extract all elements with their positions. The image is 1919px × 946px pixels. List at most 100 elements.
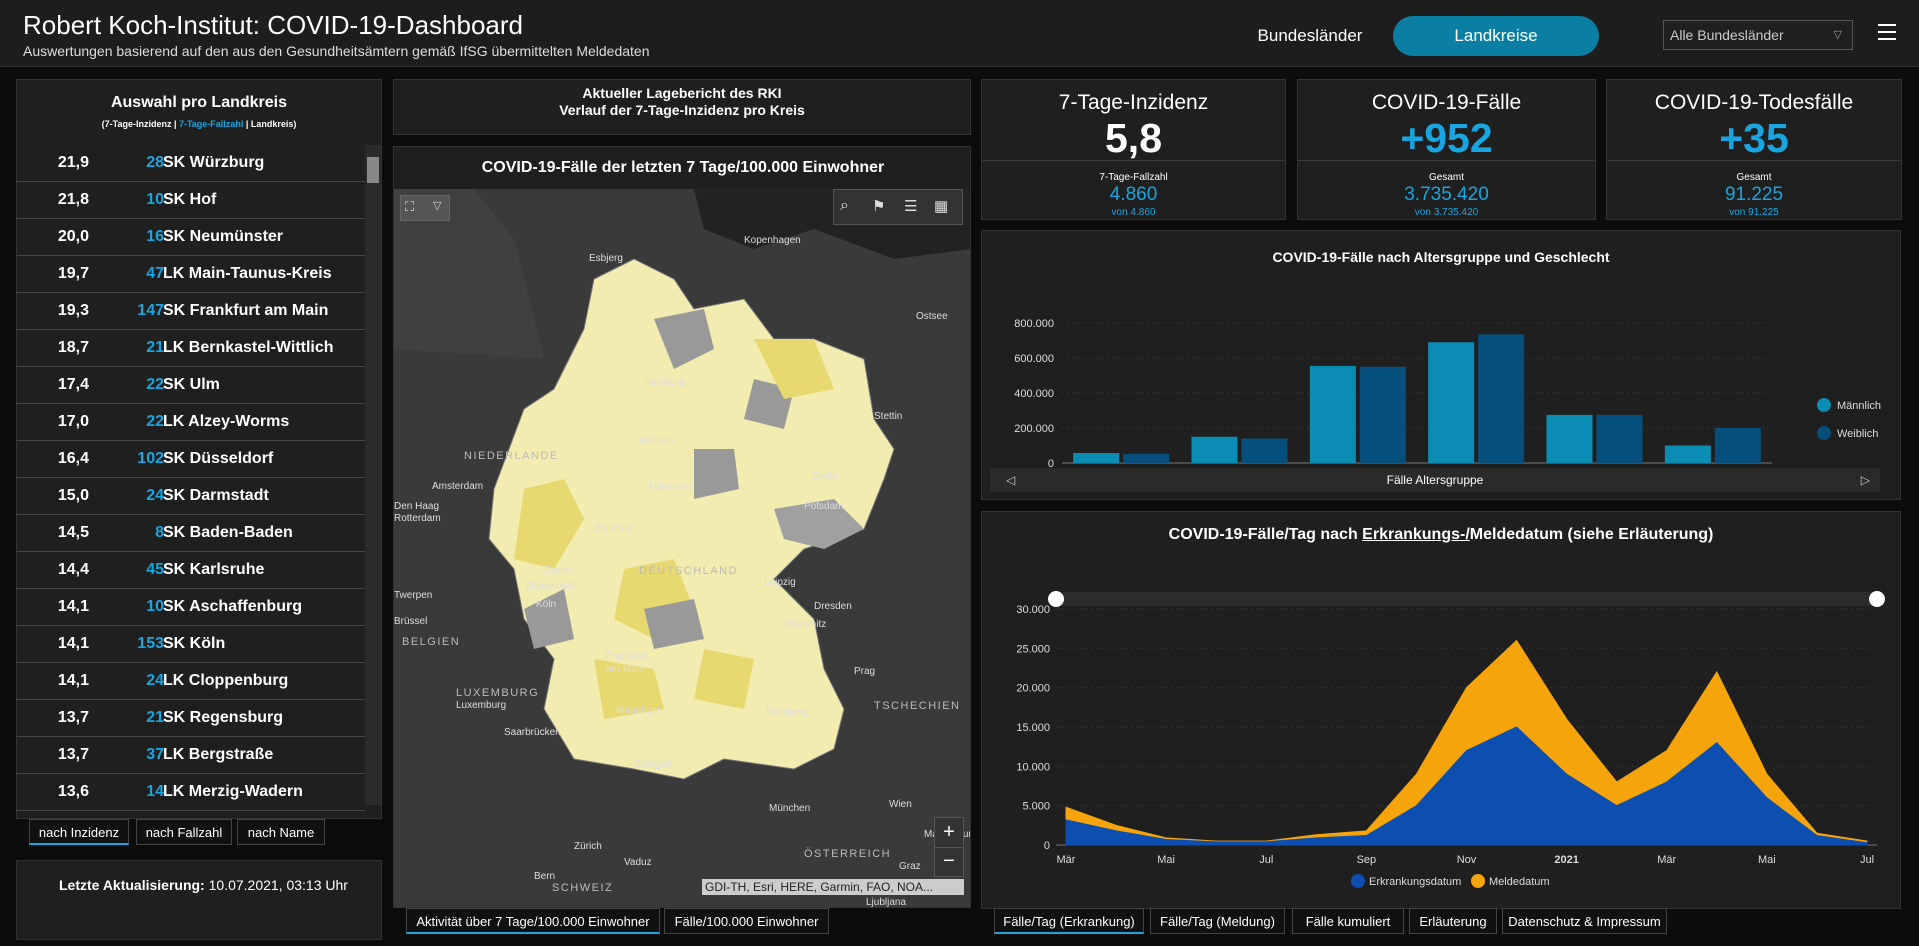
list-item[interactable]: 15,0 24 SK Darmstadt — [17, 478, 365, 515]
rki-report-link[interactable]: Aktueller Lagebericht des RKI Verlauf de… — [393, 79, 971, 135]
list-item[interactable]: 13,7 21 SK Regensburg — [17, 700, 365, 737]
basemap-icon[interactable]: ▦ — [934, 198, 949, 215]
stat-title: 7-Tage-Inzidenz — [1058, 91, 1209, 114]
landkreis-name: SK Karlsruhe — [163, 561, 265, 578]
tab-sort-name[interactable]: nach Name — [237, 819, 325, 845]
map-place-label: Kopenhagen — [744, 235, 801, 246]
inzidenz-value: 18,7 — [57, 339, 89, 356]
page-title: Robert Koch-Institut: COVID-19-Dashboard — [23, 10, 523, 40]
area-series — [1065, 726, 1868, 846]
y-tick-label: 5.000 — [1022, 801, 1050, 813]
search-icon[interactable]: ⌕ — [840, 197, 849, 214]
list-item[interactable]: 20,0 16 SK Neumünster — [17, 219, 365, 256]
tab-faelle-meldung[interactable]: Fälle/Tag (Meldung) — [1150, 908, 1285, 934]
chevron-down-icon: ▽ — [1833, 29, 1842, 41]
bar — [1596, 414, 1643, 463]
range-slider-track — [1056, 592, 1877, 606]
list-item[interactable]: 17,0 22 LK Alzey-Worms — [17, 404, 365, 441]
list-item[interactable]: 16,4 102 SK Düsseldorf — [17, 441, 365, 478]
stat-label: Gesamt — [1736, 172, 1772, 183]
landkreis-list-panel: Auswahl pro Landkreis (7-Tage-Inzidenz |… — [16, 79, 382, 819]
y-tick-label: 0 — [1044, 840, 1050, 852]
list-item[interactable]: 13,7 37 LK Bergstraße — [17, 737, 365, 774]
zoom-out-button[interactable]: − — [943, 850, 955, 872]
stat-label: Gesamt — [1428, 172, 1464, 183]
y-tick-label: 200.000 — [1014, 423, 1054, 435]
list-item[interactable]: 17,4 22 SK Ulm — [17, 367, 365, 404]
list-item[interactable]: 14,4 45 SK Karlsruhe — [17, 552, 365, 589]
fallzahl-value: 45 — [146, 561, 164, 578]
tab-sort-inzidenz[interactable]: nach Inzidenz — [29, 819, 129, 845]
bar — [1546, 414, 1593, 463]
fallzahl-value: 37 — [146, 746, 164, 763]
stat-sub-note: von 3.735.420 — [1414, 207, 1479, 218]
list-item[interactable]: 21,9 28 SK Würzburg — [17, 145, 365, 182]
hamburger-menu-icon[interactable] — [1878, 24, 1896, 40]
stat-inzidenz: 7-Tage-Inzidenz 5,8 7-Tage-Fallzahl 4.86… — [981, 79, 1286, 220]
landkreis-name: LK Cloppenburg — [163, 672, 289, 689]
landkreis-name: SK Baden-Baden — [163, 524, 293, 541]
map-place-label: Graz — [899, 861, 921, 872]
landkreis-name: SK Düsseldorf — [163, 450, 274, 467]
bookmark-icon[interactable]: ⚑ — [872, 198, 886, 215]
bar — [1428, 342, 1475, 463]
scroll-thumb[interactable] — [367, 157, 379, 183]
landkreis-name: SK Würzburg — [163, 154, 265, 171]
inzidenz-value: 16,4 — [57, 450, 89, 467]
fallzahl-value: 22 — [146, 376, 164, 393]
list-item[interactable]: 21,8 10 SK Hof — [17, 182, 365, 219]
tab-erlaeuterung[interactable]: Erläuterung — [1409, 908, 1497, 934]
list-scrollbar[interactable] — [365, 145, 381, 805]
nav-bundeslaender-button[interactable]: Bundesländer — [1257, 26, 1363, 45]
y-tick-label: 20.000 — [1016, 683, 1050, 695]
zoom-in-button[interactable]: + — [935, 818, 963, 848]
y-tick-label: 15.000 — [1016, 722, 1050, 734]
landkreis-name: SK Regensburg — [163, 709, 284, 726]
landkreis-name: SK Aschaffenburg — [163, 598, 302, 615]
inzidenz-value: 19,7 — [57, 265, 89, 282]
update-panel: Letzte Aktualisierung: 10.07.2021, 03:13… — [16, 860, 382, 940]
map-tool-left[interactable]: ⛶ ▽ — [400, 195, 450, 221]
y-tick-label: 25.000 — [1016, 643, 1050, 655]
age-chart-scroll[interactable]: ◁ Fälle Altersgruppe ▷ — [990, 468, 1880, 492]
map-place-label: Stuttgart — [634, 759, 672, 770]
stat-faelle: COVID-19-Fälle +952 Gesamt 3.735.420 von… — [1297, 79, 1596, 220]
tab-sort-fallzahl[interactable]: nach Fallzahl — [136, 819, 232, 845]
map-place-label: Den Haag — [394, 501, 439, 512]
list-item[interactable]: 14,1 24 LK Cloppenburg — [17, 663, 365, 700]
nav-landkreise-button[interactable]: Landkreise — [1393, 16, 1599, 56]
tab-aktivitaet[interactable]: Aktivität über 7 Tage/100.000 Einwohner — [406, 908, 660, 934]
list-item[interactable]: 19,3 147 SK Frankfurt am Main — [17, 293, 365, 330]
landkreis-list: 21,9 28 SK Würzburg 21,8 10 SK Hof 20,0 16 SK Ne… — [17, 145, 365, 811]
tab-datenschutz[interactable]: Datenschutz & Impressum — [1502, 908, 1667, 934]
stat-sub-note: von 4.860 — [1111, 207, 1156, 218]
map-place-label: Esbjerg — [589, 253, 623, 264]
list-item[interactable]: 19,7 47 LK Main-Taunus-Kreis — [17, 256, 365, 293]
map-place-label: Ostsee — [916, 311, 948, 322]
bar — [1478, 334, 1525, 463]
map-place-label: Bern — [534, 871, 555, 882]
tab-faelle-erkrankung[interactable]: Fälle/Tag (Erkrankung) — [994, 908, 1144, 934]
tab-faelle-100k[interactable]: Fälle/100.000 Einwohner — [664, 908, 829, 934]
list-item[interactable]: 14,1 10 SK Aschaffenburg — [17, 589, 365, 626]
bar — [1241, 438, 1288, 463]
list-item[interactable]: 14,1 153 SK Köln — [17, 626, 365, 663]
stat-sub-value: 3.735.420 — [1404, 184, 1489, 205]
y-tick-label: 600.000 — [1014, 353, 1054, 365]
fallzahl-value: 24 — [146, 672, 164, 689]
map-place-label: Chemnitz — [784, 619, 826, 630]
list-item[interactable]: 14,5 8 SK Baden-Baden — [17, 515, 365, 552]
list-icon[interactable]: ☰ — [904, 198, 918, 215]
landkreis-name: LK Bernkastel-Wittlich — [163, 339, 334, 356]
chevron-left-icon[interactable]: ◁ — [1006, 473, 1016, 487]
chevron-right-icon[interactable]: ▷ — [1860, 473, 1870, 487]
list-item[interactable]: 18,7 21 LK Bernkastel-Wittlich — [17, 330, 365, 367]
germany-map[interactable]: Kopenhagen Esbjerg Ostsee Hamburg Stettin NIE… — [394, 189, 971, 908]
list-item[interactable]: 13,6 14 LK Merzig-Wadern — [17, 774, 365, 811]
legend-marker — [1351, 874, 1365, 888]
bundesland-select[interactable]: Alle Bundesländer ▽ — [1663, 20, 1853, 50]
header: Robert Koch-Institut: COVID-19-Dashboard… — [0, 0, 1919, 67]
tab-faelle-kumuliert[interactable]: Fälle kumuliert — [1292, 908, 1404, 934]
fallzahl-value: 21 — [146, 709, 164, 726]
map-place-label: Dresden — [814, 601, 852, 612]
